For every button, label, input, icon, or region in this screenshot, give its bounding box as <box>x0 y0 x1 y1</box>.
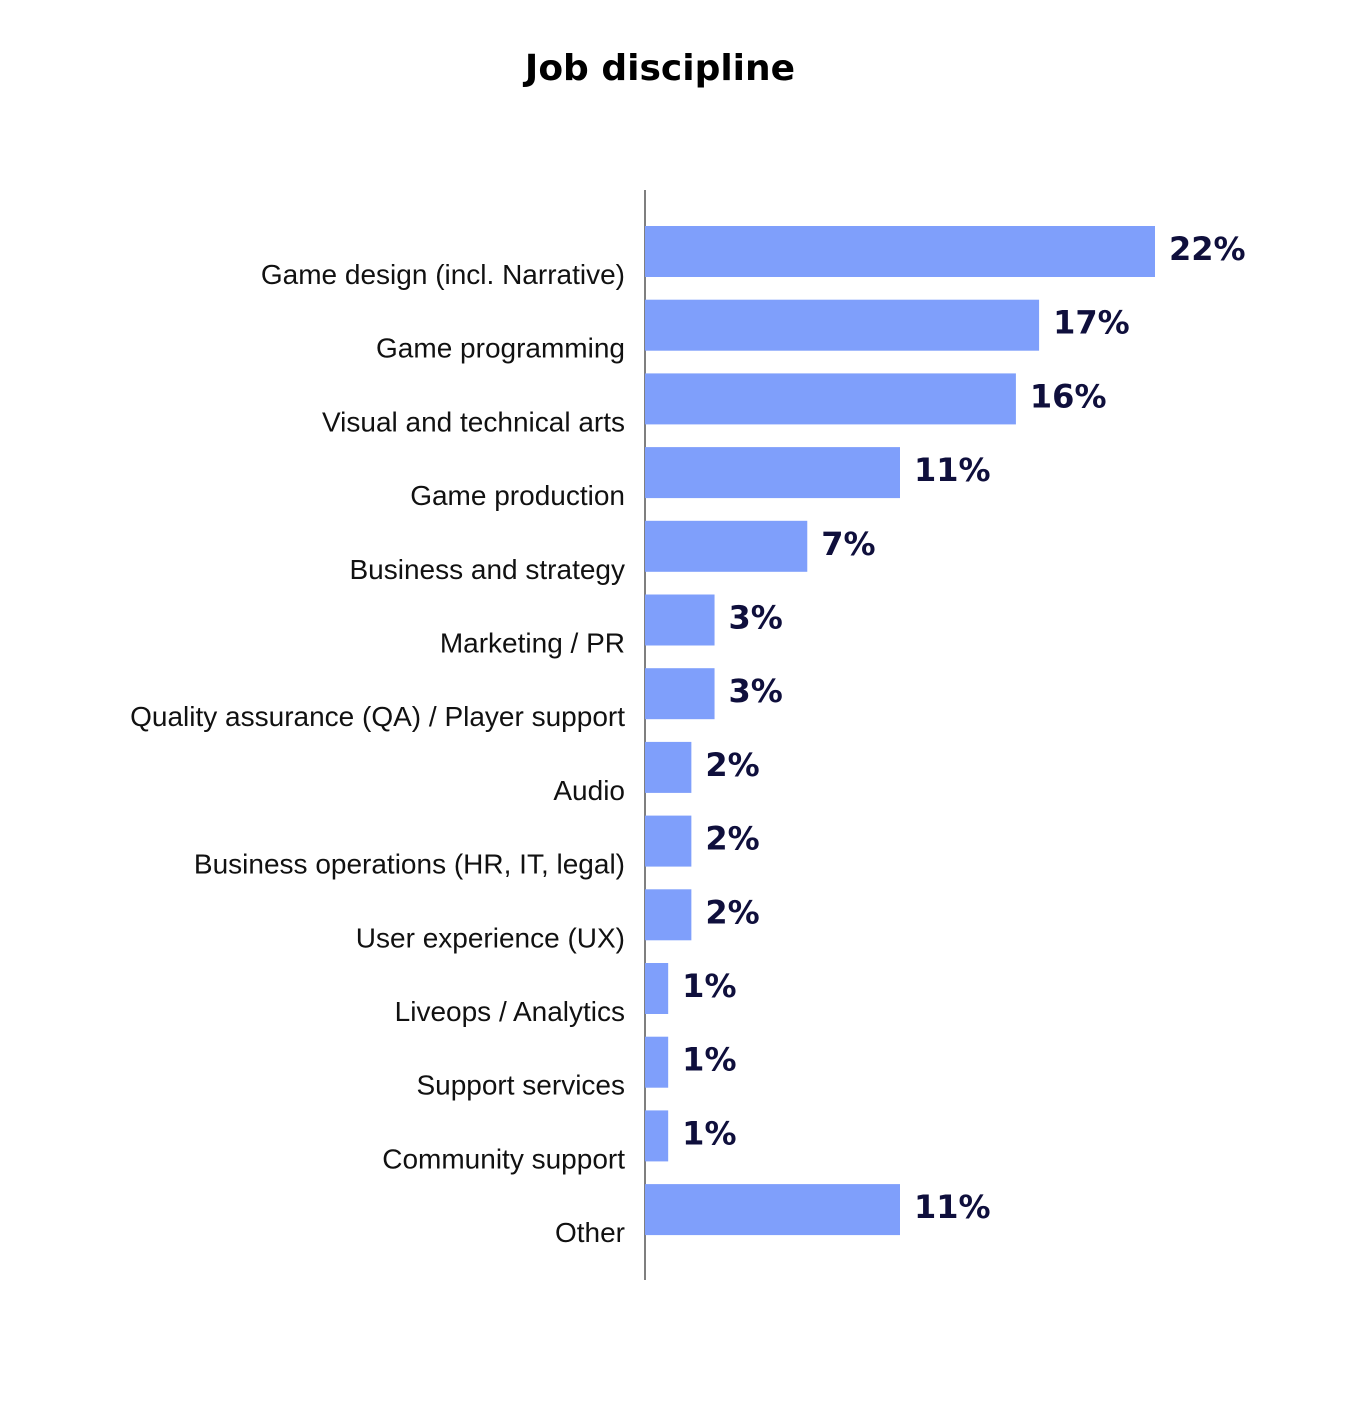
category-label: Quality assurance (QA) / Player support <box>130 701 625 732</box>
value-label: 7% <box>821 525 875 563</box>
bar <box>645 373 1016 425</box>
bar <box>645 668 715 720</box>
bar <box>645 299 1040 351</box>
category-label: Game programming <box>376 333 625 364</box>
category-label: Visual and technical arts <box>322 406 625 437</box>
category-label: Liveops / Analytics <box>395 996 625 1027</box>
bar <box>645 594 715 646</box>
value-label: 3% <box>729 672 783 710</box>
category-label: Other <box>555 1217 625 1248</box>
bar <box>645 741 692 793</box>
category-label: Support services <box>416 1070 625 1101</box>
category-label: Marketing / PR <box>440 628 625 659</box>
value-label: 2% <box>705 893 759 931</box>
value-label: 2% <box>705 746 759 784</box>
category-label: Audio <box>553 775 625 806</box>
bar <box>645 447 900 499</box>
value-label: 1% <box>682 1114 736 1152</box>
value-label: 22% <box>1169 230 1246 268</box>
value-label: 11% <box>914 1188 991 1226</box>
category-labels-group: Game design (incl. Narrative) Game progra… <box>130 259 625 1248</box>
bar <box>645 1110 669 1162</box>
bar <box>645 1036 669 1088</box>
value-label: 11% <box>914 451 991 489</box>
category-label: Business operations (HR, IT, legal) <box>194 849 625 880</box>
value-label: 16% <box>1030 377 1107 415</box>
category-label: Business and strategy <box>350 554 626 585</box>
chart-title: Job discipline <box>524 48 796 89</box>
category-label: Game production <box>410 480 625 511</box>
value-labels-group: 22% 17% 16% 11% 7% 3% 3% 2% 2% 2% 1% 1% 1% 11% <box>682 230 1245 1226</box>
value-label: 1% <box>682 1041 736 1079</box>
bar <box>645 1184 900 1236</box>
bar <box>645 226 1155 277</box>
bar <box>645 963 669 1014</box>
value-label: 2% <box>705 820 759 858</box>
bar <box>645 520 808 572</box>
bar <box>645 889 692 941</box>
category-label: Game design (incl. Narrative) <box>261 259 625 290</box>
bars-group <box>645 226 1155 1236</box>
value-label: 1% <box>682 967 736 1005</box>
category-label: Community support <box>382 1143 625 1174</box>
value-label: 3% <box>729 599 783 637</box>
bar <box>645 815 692 867</box>
value-label: 17% <box>1053 304 1130 342</box>
category-label: User experience (UX) <box>356 922 625 953</box>
